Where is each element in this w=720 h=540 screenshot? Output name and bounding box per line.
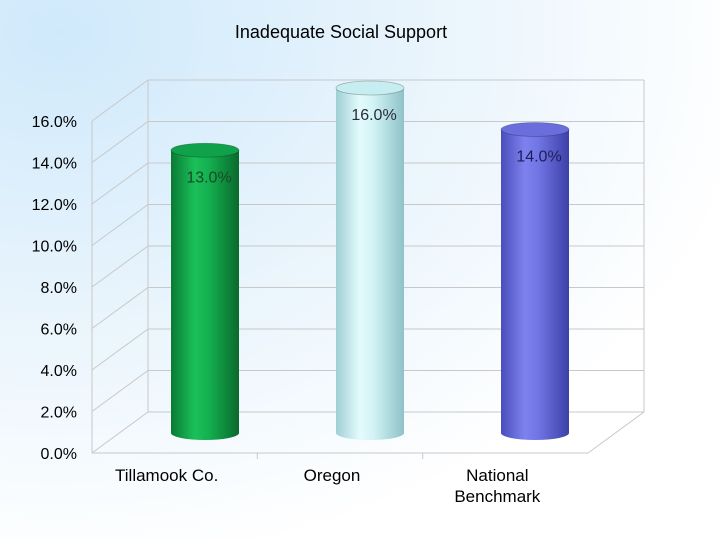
y-tick-label: 6.0%: [41, 322, 77, 339]
bar: 13.0%: [170, 142, 240, 440]
bar-body: [336, 88, 404, 440]
y-tick-label: 16.0%: [32, 114, 77, 131]
y-tick-label: 14.0%: [32, 156, 77, 173]
bar-top: [500, 122, 570, 137]
bar-body: [171, 150, 239, 440]
x-tick-label: National: [466, 466, 528, 485]
y-tick-label: 0.0%: [41, 446, 77, 463]
x-tick-label: Tillamook Co.: [115, 466, 218, 485]
y-axis: 0.0% 2.0% 4.0% 6.0% 8.0% 10.0% 12.0% 14.0% 16.0%: [32, 114, 77, 463]
y-tick-label: 8.0%: [41, 280, 77, 297]
x-tick-label: Benchmark: [454, 487, 540, 506]
bar-body: [501, 129, 569, 440]
y-tick-label: 12.0%: [32, 197, 77, 214]
data-label: 13.0%: [186, 169, 231, 186]
chart-title: Inadequate Social Support: [234, 22, 448, 42]
bar: 14.0%: [500, 122, 570, 440]
bars: 13.0% 16.0% 14.0%: [170, 80, 570, 440]
x-axis: Tillamook Co. Oregon National Benchmark: [115, 466, 541, 506]
floor-right-edge: [587, 411, 645, 454]
data-label: 14.0%: [516, 149, 561, 166]
data-label: 16.0%: [351, 107, 396, 124]
x-tick-label: Oregon: [304, 466, 361, 485]
y-tick-label: 4.0%: [41, 363, 77, 380]
bar-top: [335, 80, 405, 96]
bar: 16.0%: [335, 80, 405, 440]
bar-top: [170, 142, 240, 158]
grid: [91, 79, 645, 459]
y-tick-label: 2.0%: [41, 405, 77, 422]
y-tick-label: 10.0%: [32, 239, 77, 256]
